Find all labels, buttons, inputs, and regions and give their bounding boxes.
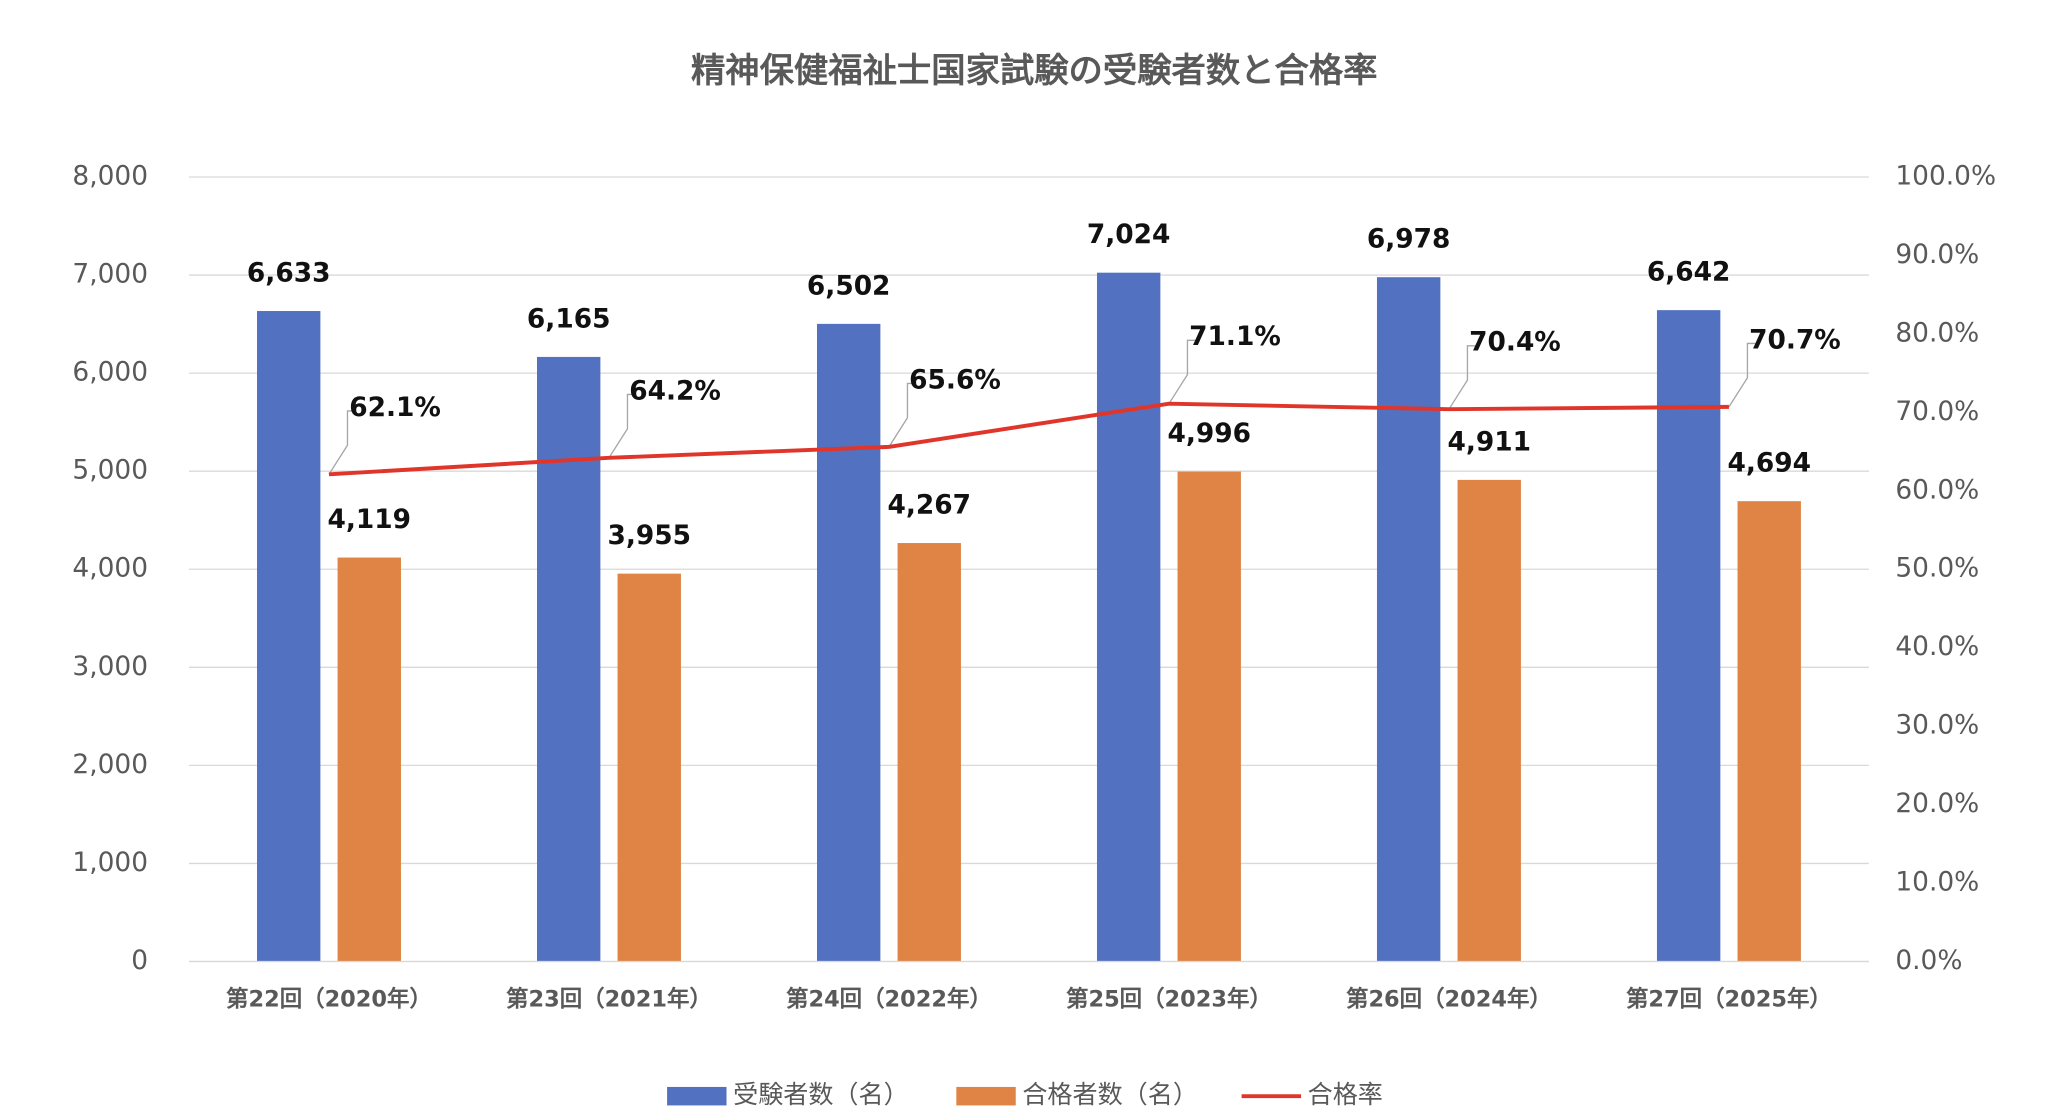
- bar: [897, 543, 961, 962]
- y2-tick-label: 70.0%: [1895, 396, 1979, 427]
- y-tick-label: 4,000: [72, 553, 148, 584]
- data-label: 3,955: [607, 520, 691, 551]
- bar: [1457, 479, 1521, 962]
- bar: [1096, 272, 1161, 962]
- data-label: 6,502: [807, 270, 891, 301]
- bar: [816, 323, 881, 962]
- data-label: 70.7%: [1749, 324, 1841, 355]
- data-label: 4,996: [1167, 418, 1251, 449]
- data-label: 4,267: [887, 490, 971, 521]
- data-label: 4,119: [328, 504, 412, 535]
- y2-tick-label: 30.0%: [1895, 710, 1979, 741]
- data-label: 6,642: [1647, 257, 1731, 288]
- legend-swatch: [956, 1086, 1016, 1106]
- y2-tick-label: 90.0%: [1895, 239, 1979, 270]
- leader-line: [1168, 339, 1196, 405]
- data-label: 71.1%: [1189, 321, 1281, 352]
- bar: [337, 557, 401, 962]
- data-label: 64.2%: [629, 375, 721, 406]
- bar: [257, 311, 321, 962]
- legend-swatch: [667, 1086, 727, 1106]
- x-tick-label: 第22回（2020年）: [226, 985, 432, 1012]
- y2-tick-label: 10.0%: [1895, 867, 1979, 898]
- data-label: 4,694: [1727, 448, 1811, 479]
- y-tick-label: 2,000: [72, 749, 148, 780]
- leader-line: [888, 382, 916, 448]
- y2-tick-label: 20.0%: [1895, 788, 1979, 819]
- bar: [536, 356, 601, 962]
- y2-tick-label: 50.0%: [1895, 553, 1979, 584]
- data-label: 7,024: [1087, 219, 1171, 250]
- line: [328, 401, 1729, 477]
- y2-tick-label: 80.0%: [1895, 317, 1979, 348]
- y2-tick-label: 100.0%: [1895, 160, 1996, 191]
- leader-line: [328, 410, 356, 475]
- y2-tick-label: 0.0%: [1895, 945, 1962, 976]
- legend-label: 受験者数（名）: [733, 1080, 909, 1109]
- data-label: 70.4%: [1469, 327, 1561, 358]
- bar: [617, 573, 681, 962]
- bar: [1656, 310, 1721, 962]
- y-tick-label: 7,000: [72, 259, 148, 290]
- y2-tick-label: 60.0%: [1895, 474, 1979, 505]
- legend-label: 合格率: [1308, 1080, 1383, 1109]
- leader-line: [608, 393, 636, 459]
- y-tick-label: 6,000: [72, 357, 148, 388]
- data-label: 65.6%: [909, 364, 1001, 395]
- x-tick-label: 第26回（2024年）: [1346, 985, 1552, 1012]
- y-tick-label: 0: [131, 945, 148, 976]
- x-tick-label: 第24回（2022年）: [786, 985, 992, 1012]
- y-tick-label: 5,000: [72, 455, 148, 486]
- y-tick-label: 3,000: [72, 651, 148, 682]
- y-tick-label: 1,000: [72, 847, 148, 878]
- data-label: 4,911: [1447, 426, 1531, 457]
- chart-title: 精神保健福祉士国家試験の受験者数と合格率: [691, 51, 1378, 91]
- y2-tick-label: 40.0%: [1895, 631, 1979, 662]
- leader-line: [1448, 345, 1476, 410]
- leader-line: [1728, 342, 1756, 408]
- data-label: 6,633: [247, 258, 331, 289]
- data-label: 62.1%: [349, 392, 441, 423]
- bar: [1737, 501, 1801, 962]
- legend-label: 合格者数（名）: [1022, 1080, 1198, 1109]
- bar: [1376, 277, 1441, 962]
- bar: [1177, 471, 1241, 962]
- data-label: 6,978: [1367, 224, 1451, 255]
- x-tick-label: 第23回（2021年）: [506, 985, 712, 1012]
- data-label: 6,165: [527, 303, 611, 334]
- x-tick-label: 第27回（2025年）: [1626, 985, 1832, 1012]
- x-tick-label: 第25回（2023年）: [1066, 985, 1272, 1012]
- y-tick-label: 8,000: [72, 160, 148, 191]
